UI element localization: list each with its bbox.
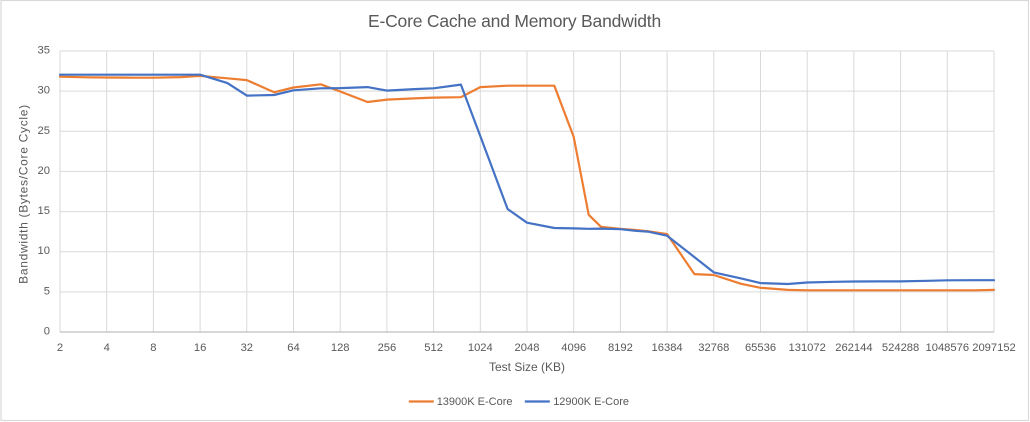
svg-text:20: 20 xyxy=(38,165,50,177)
svg-text:30: 30 xyxy=(38,85,50,97)
svg-text:65536: 65536 xyxy=(745,342,776,354)
svg-text:Test Size (KB): Test Size (KB) xyxy=(489,360,565,374)
svg-text:0: 0 xyxy=(44,326,50,338)
svg-text:25: 25 xyxy=(38,125,50,137)
svg-text:2097152: 2097152 xyxy=(972,342,1016,354)
svg-text:524288: 524288 xyxy=(882,342,919,354)
svg-text:32768: 32768 xyxy=(698,342,729,354)
svg-text:35: 35 xyxy=(38,45,50,57)
svg-text:4096: 4096 xyxy=(561,342,586,354)
svg-text:512: 512 xyxy=(424,342,443,354)
svg-text:131072: 131072 xyxy=(789,342,826,354)
svg-text:1024: 1024 xyxy=(468,342,493,354)
svg-text:262144: 262144 xyxy=(835,342,872,354)
svg-text:12900K E-Core: 12900K E-Core xyxy=(553,396,629,408)
svg-text:256: 256 xyxy=(378,342,397,354)
svg-text:10: 10 xyxy=(38,245,50,257)
svg-text:E-Core Cache and Memory Bandwi: E-Core Cache and Memory Bandwidth xyxy=(368,11,661,31)
svg-text:32: 32 xyxy=(241,342,253,354)
svg-text:4: 4 xyxy=(104,342,110,354)
svg-text:13900K E-Core: 13900K E-Core xyxy=(437,396,513,408)
svg-text:16384: 16384 xyxy=(652,342,683,354)
svg-text:16: 16 xyxy=(194,342,206,354)
svg-text:15: 15 xyxy=(38,205,50,217)
svg-text:64: 64 xyxy=(287,342,299,354)
svg-text:8: 8 xyxy=(150,342,156,354)
svg-text:5: 5 xyxy=(44,285,50,297)
svg-text:1048576: 1048576 xyxy=(926,342,970,354)
svg-text:2: 2 xyxy=(57,342,63,354)
svg-text:Bandwidth (Bytes/Core Cycle): Bandwidth (Bytes/Core Cycle) xyxy=(17,104,31,284)
svg-text:128: 128 xyxy=(331,342,350,354)
svg-text:2048: 2048 xyxy=(515,342,540,354)
svg-text:8192: 8192 xyxy=(608,342,633,354)
